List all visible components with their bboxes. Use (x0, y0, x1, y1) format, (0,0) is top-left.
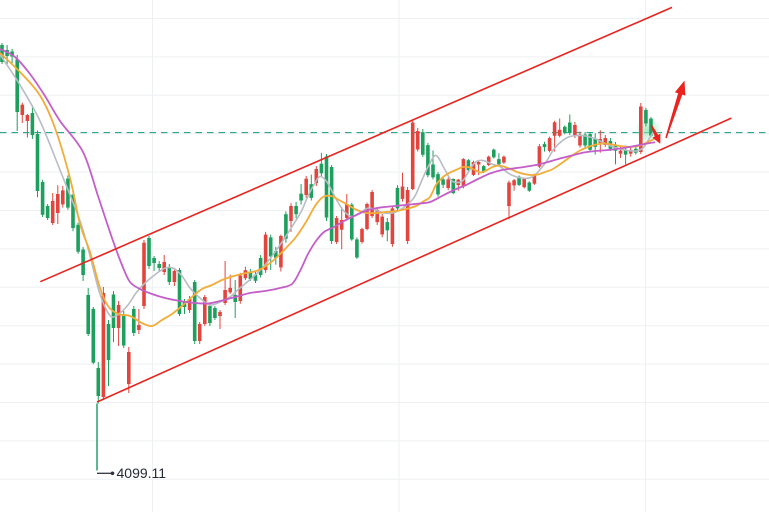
svg-text:4099.11: 4099.11 (117, 465, 167, 481)
